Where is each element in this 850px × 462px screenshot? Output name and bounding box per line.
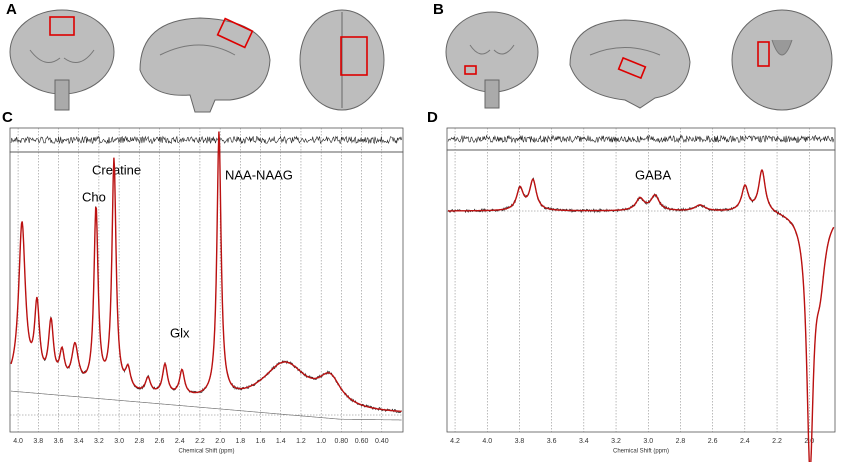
x-tick-label: 1.0	[316, 438, 326, 445]
x-tick-label: 2.2	[195, 438, 205, 445]
panel-label: A	[6, 1, 17, 18]
x-tick-label: 2.0	[215, 438, 225, 445]
x-tick-label: 1.4	[276, 438, 286, 445]
x-tick-label: 4.2	[450, 438, 460, 445]
data-trace	[447, 170, 834, 462]
plot-box	[9, 151, 404, 433]
data-trace	[10, 132, 402, 414]
panel-label: C	[2, 109, 13, 126]
x-tick-label: 3.2	[94, 438, 104, 445]
x-tick-label: 1.6	[256, 438, 266, 445]
x-tick-label: 3.8	[33, 438, 43, 445]
x-tick-label: 2.6	[155, 438, 165, 445]
x-tick-label: 3.0	[643, 438, 653, 445]
residual-trace	[10, 135, 402, 145]
x-tick-label: 3.4	[74, 438, 84, 445]
residual-trace	[447, 134, 834, 144]
x-tick-label: 2.8	[134, 438, 144, 445]
x-tick-label: 3.4	[579, 438, 589, 445]
x-tick-label: 2.4	[740, 438, 750, 445]
x-tick-label: 2.2	[772, 438, 782, 445]
x-tick-label: 4.0	[13, 438, 23, 445]
x-tick-label: 2.4	[175, 438, 185, 445]
x-tick-label: 3.0	[114, 438, 124, 445]
fit-trace	[10, 131, 402, 413]
panel-label: D	[427, 109, 438, 126]
x-tick-label: 1.2	[296, 438, 306, 445]
panel-label: B	[433, 1, 444, 18]
x-tick-label: 3.8	[515, 438, 525, 445]
fit-trace	[448, 169, 835, 462]
x-tick-label: 0.80	[335, 438, 349, 445]
brain-images-b	[445, 9, 833, 111]
x-tick-label: 0.40	[375, 438, 389, 445]
x-tick-label: 2.6	[708, 438, 718, 445]
peak-label: GABA	[635, 167, 671, 182]
baseline-trace	[11, 390, 402, 421]
x-tick-label: 0.60	[355, 438, 369, 445]
peak-label: Cho	[82, 189, 106, 204]
peak-label: NAA-NAAG	[225, 167, 293, 182]
brain-images-a	[9, 9, 385, 113]
peak-label: Glx	[170, 325, 190, 340]
x-tick-label: 1.8	[235, 438, 245, 445]
x-axis-title: Chemical Shift (ppm)	[613, 449, 669, 455]
peak-label: Creatine	[92, 162, 141, 177]
x-tick-label: 2.8	[676, 438, 686, 445]
x-axis-title: Chemical Shift (ppm)	[178, 449, 234, 455]
x-tick-label: 3.2	[611, 438, 621, 445]
x-tick-label: 3.6	[547, 438, 557, 445]
plot-box	[446, 149, 836, 433]
x-tick-label: 3.6	[54, 438, 64, 445]
x-tick-label: 4.0	[482, 438, 492, 445]
